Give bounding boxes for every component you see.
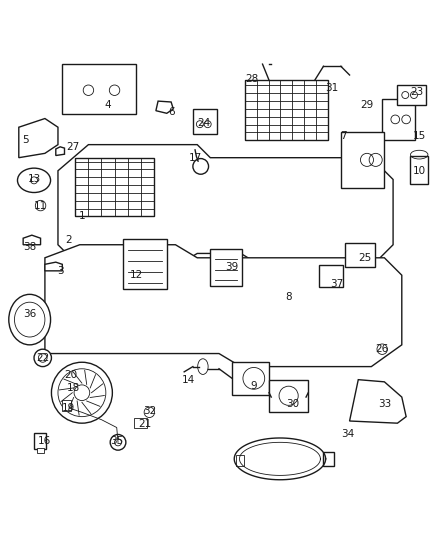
Text: 6: 6 [168, 107, 174, 117]
Bar [232, 362, 269, 395]
Text: 8: 8 [285, 292, 292, 302]
Text: 37: 37 [330, 279, 343, 289]
Text: 2: 2 [66, 236, 72, 245]
Text: 13: 13 [28, 174, 41, 184]
Bar [62, 64, 136, 114]
Bar [319, 265, 343, 287]
Text: 15: 15 [413, 131, 426, 141]
Text: 23: 23 [410, 87, 424, 98]
Ellipse shape [18, 168, 50, 192]
Bar [123, 239, 167, 289]
Bar [323, 452, 334, 466]
Ellipse shape [9, 294, 50, 345]
Text: 5: 5 [22, 135, 28, 146]
Bar [237, 455, 244, 466]
Text: 27: 27 [67, 142, 80, 152]
Bar [62, 400, 71, 411]
Bar [134, 418, 147, 427]
Text: 3: 3 [57, 266, 64, 276]
Text: 22: 22 [36, 353, 49, 363]
Bar [37, 448, 44, 453]
Text: 26: 26 [375, 344, 389, 354]
Polygon shape [58, 144, 393, 266]
Text: 14: 14 [182, 375, 195, 385]
Text: 38: 38 [23, 242, 36, 252]
Text: 19: 19 [62, 403, 75, 413]
Text: 1: 1 [78, 212, 85, 221]
Text: 11: 11 [34, 200, 47, 211]
Polygon shape [23, 235, 41, 245]
Text: 32: 32 [143, 406, 156, 416]
Text: 35: 35 [110, 437, 124, 447]
Bar [345, 244, 375, 268]
Bar [397, 85, 426, 106]
Text: 34: 34 [341, 429, 354, 439]
Text: 16: 16 [38, 437, 52, 447]
Circle shape [51, 362, 113, 423]
Polygon shape [19, 118, 58, 158]
Text: 36: 36 [23, 309, 36, 319]
Text: 4: 4 [105, 100, 111, 110]
Text: 33: 33 [378, 399, 391, 409]
Text: 28: 28 [245, 75, 258, 84]
Bar [341, 132, 385, 188]
Bar [34, 433, 46, 449]
Bar [410, 156, 428, 184]
Text: 10: 10 [413, 166, 426, 176]
Bar [193, 109, 217, 134]
Text: 18: 18 [67, 383, 80, 393]
Text: 9: 9 [251, 381, 257, 391]
Circle shape [34, 349, 51, 367]
Polygon shape [350, 379, 406, 423]
Text: 29: 29 [360, 100, 374, 110]
Text: 20: 20 [64, 370, 78, 381]
Text: 17: 17 [188, 152, 201, 163]
Polygon shape [45, 262, 62, 271]
Text: 24: 24 [197, 118, 210, 128]
Circle shape [110, 434, 126, 450]
Text: 25: 25 [358, 253, 371, 263]
Bar [269, 379, 308, 413]
Text: 30: 30 [286, 399, 300, 409]
Text: 31: 31 [325, 83, 339, 93]
Text: 39: 39 [226, 262, 239, 271]
Text: 7: 7 [340, 131, 346, 141]
Text: 21: 21 [138, 419, 152, 429]
Bar [245, 80, 328, 140]
Bar [75, 158, 154, 216]
Bar [382, 99, 415, 140]
Circle shape [193, 158, 208, 174]
Text: 12: 12 [130, 270, 143, 280]
Polygon shape [156, 101, 173, 114]
Bar [210, 249, 242, 286]
Polygon shape [45, 245, 402, 367]
Polygon shape [56, 147, 64, 156]
